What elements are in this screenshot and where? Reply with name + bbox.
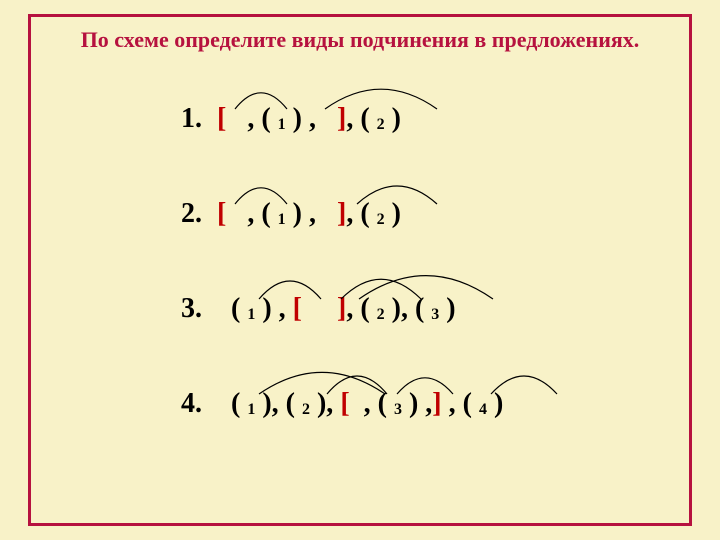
token: ) , (255, 293, 292, 325)
rows-container: 1. [ , ( 1 ) , ], ( 2 )2. [ , ( 1 ) , ],… (51, 103, 669, 428)
tokens: 3. ( 1 ) , [ ], ( 2 ), ( 3 ) (181, 293, 669, 325)
token: , ( (226, 198, 277, 230)
token: , ( (226, 103, 277, 135)
row-number: 4. (181, 388, 202, 420)
token: ), ( (255, 388, 302, 420)
schema-row: 4. ( 1 ), ( 2 ), [ , ( 3 ) ,] , ( 4 ) (181, 388, 669, 428)
token (210, 103, 217, 135)
schema-row: 2. [ , ( 1 ) , ], ( 2 ) (181, 198, 669, 238)
token: ) (385, 103, 401, 135)
row-number: 2. (181, 198, 202, 230)
schema-row: 1. [ , ( 1 ) , ], ( 2 ) (181, 103, 669, 143)
token: ) (439, 293, 455, 325)
row-number: 3. (181, 293, 202, 325)
red-bracket: [ (217, 198, 226, 230)
subscript: 2 (377, 211, 385, 229)
subscript: 1 (278, 116, 286, 134)
token: ), (310, 388, 340, 420)
token: ) , (286, 103, 337, 135)
token: , ( (350, 388, 394, 420)
red-bracket: [ (217, 103, 226, 135)
main-frame: По схеме определите виды подчинения в пр… (28, 14, 692, 526)
title: По схеме определите виды подчинения в пр… (51, 27, 669, 53)
token (302, 293, 337, 325)
subscript: 2 (377, 306, 385, 324)
red-bracket: ] (337, 293, 346, 325)
subscript: 2 (302, 401, 310, 419)
red-bracket: ] (337, 198, 346, 230)
red-bracket: [ (293, 293, 302, 325)
subscript: 3 (394, 401, 402, 419)
token: ), ( (385, 293, 432, 325)
red-bracket: ] (432, 388, 441, 420)
subscript: 1 (278, 211, 286, 229)
tokens: 2. [ , ( 1 ) , ], ( 2 ) (181, 198, 669, 230)
subscript: 1 (247, 401, 255, 419)
schema-row: 3. ( 1 ) , [ ], ( 2 ), ( 3 ) (181, 293, 669, 333)
subscript: 1 (247, 306, 255, 324)
tokens: 4. ( 1 ), ( 2 ), [ , ( 3 ) ,] , ( 4 ) (181, 388, 669, 420)
tokens: 1. [ , ( 1 ) , ], ( 2 ) (181, 103, 669, 135)
token: ) (385, 198, 401, 230)
token: ( (210, 388, 247, 420)
red-bracket: ] (337, 103, 346, 135)
token: , ( (346, 198, 376, 230)
subscript: 2 (377, 116, 385, 134)
subscript: 3 (431, 306, 439, 324)
token: , ( (346, 293, 376, 325)
token: ( (210, 293, 247, 325)
subscript: 4 (479, 401, 487, 419)
token: , ( (442, 388, 479, 420)
token: , ( (346, 103, 376, 135)
token: ) (487, 388, 503, 420)
row-number: 1. (181, 103, 202, 135)
token: ) , (286, 198, 337, 230)
token (210, 198, 217, 230)
red-bracket: [ (340, 388, 349, 420)
token: ) , (402, 388, 432, 420)
